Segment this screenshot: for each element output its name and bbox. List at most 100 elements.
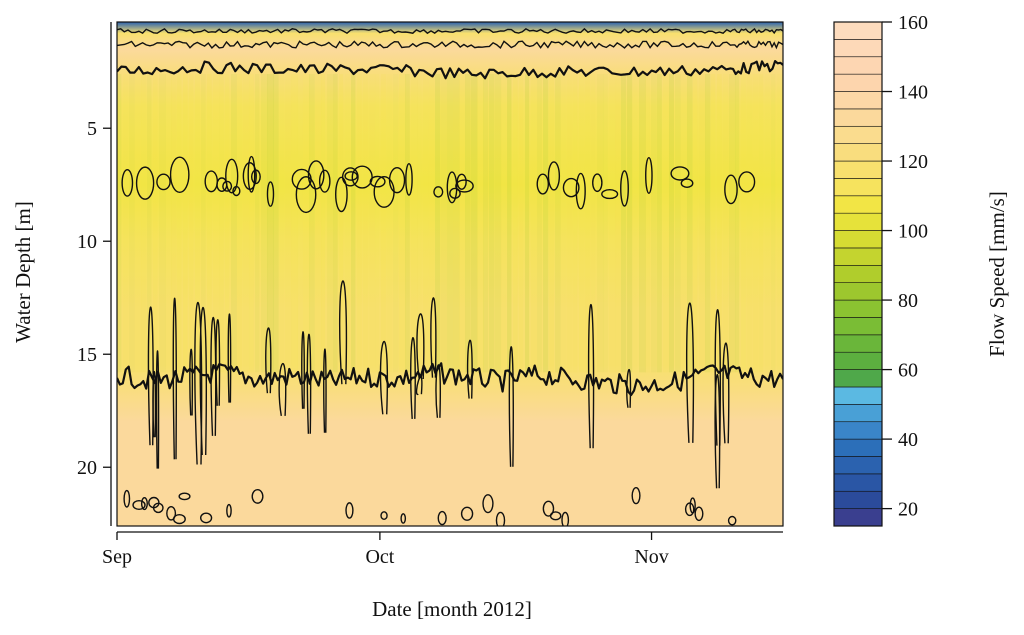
heatmap-stripe [303, 73, 310, 373]
contour-plume [194, 302, 203, 465]
contour-blob [335, 176, 348, 213]
contour-blob [247, 155, 256, 193]
contour-blob-bottom [140, 497, 148, 511]
colorbar-segment [833, 160, 883, 179]
heatmap-stripe [549, 73, 555, 373]
colorbar-segment [833, 56, 883, 75]
heatmap-stripe [393, 73, 399, 373]
colorbar-tick-label: 80 [898, 290, 918, 312]
heatmap-stripe [669, 73, 675, 373]
heatmap-stripe [441, 73, 447, 373]
contour-blob [455, 179, 474, 193]
heatmap-stripe [135, 73, 142, 373]
contour-blob [433, 186, 444, 198]
colorbar-tick-label: 140 [898, 82, 928, 104]
y-axis-title: Water Depth [m] [11, 201, 35, 343]
heatmap-stripe [447, 73, 454, 373]
heatmap-stripe [495, 73, 502, 373]
heatmap-stripe [651, 73, 657, 373]
heatmap-stripe [513, 73, 518, 373]
contour-upper [117, 60, 783, 80]
contour-blob [344, 171, 358, 181]
contour-blob [295, 176, 317, 214]
heatmap-stripe [123, 73, 129, 373]
colorbar-segment [833, 282, 883, 301]
heatmap-stripe [363, 73, 369, 373]
contour-blob-bottom [684, 502, 695, 517]
colorbar-tick-label: 120 [898, 151, 928, 173]
heatmap-stripe [189, 73, 194, 373]
contour-blob-bottom [251, 488, 264, 504]
heatmap-stripe [477, 73, 484, 373]
heatmap-stripe [489, 73, 495, 373]
colorbar-tick-label: 60 [898, 360, 918, 382]
y-tick-label: 20 [77, 457, 97, 479]
contour-plume [722, 342, 730, 444]
contour-blob [156, 173, 171, 191]
heatmap-stripe [381, 73, 387, 373]
heatmap-stripe [735, 73, 740, 373]
heatmap-stripe [645, 73, 650, 373]
heatmap-stripe [309, 73, 315, 373]
heatmap-stripe [117, 73, 122, 373]
heatmap-stripe [333, 73, 338, 373]
contour-blob-bottom [727, 515, 737, 526]
contour-blob-bottom [172, 513, 186, 525]
heatmap-stripe [573, 73, 578, 373]
heatmap-stripe [777, 73, 783, 373]
y-tick-label: 10 [77, 231, 97, 253]
heatmap-stripe [207, 73, 212, 373]
contour-blob [724, 174, 738, 205]
contour-plume [189, 348, 194, 416]
colorbar-segment [833, 490, 883, 509]
contour-plume [435, 364, 441, 418]
heatmap-stripe [315, 73, 322, 373]
contour-plume [215, 319, 221, 406]
contour-blob-bottom [495, 511, 506, 526]
heatmap-stripe [147, 73, 152, 373]
heatmap-stripe [537, 73, 542, 373]
x-tick-label: Sep [102, 546, 132, 568]
contour-blob-bottom [152, 502, 164, 514]
heatmap-stripe [633, 73, 638, 373]
colorbar-segment [833, 247, 883, 266]
contour-blob [204, 170, 219, 193]
heatmap-stripe [297, 73, 303, 373]
heatmap-stripe [681, 73, 688, 373]
heatmap-stripe [747, 73, 753, 373]
heatmap-stripe [525, 73, 530, 373]
heatmap-stripe [387, 73, 393, 373]
heatmap-stripe [327, 73, 334, 373]
heatmap-stripe [741, 73, 747, 373]
contour-lines [117, 27, 783, 526]
heatmap-stripe [621, 73, 627, 373]
heatmap-stripe [507, 73, 512, 373]
contour-plume [587, 303, 595, 449]
heatmap-stripe [531, 73, 537, 373]
heatmap-stripe [591, 73, 596, 373]
contour-blob-bottom [123, 489, 131, 508]
heatmap-stripe [435, 73, 441, 373]
contour-blob [351, 165, 373, 189]
heatmap-stripe [759, 73, 764, 373]
contour-blob [225, 158, 239, 194]
colorbar-segment [833, 143, 883, 162]
contour-blob-bottom [199, 512, 213, 524]
heatmap-stripe [249, 73, 254, 373]
contour-plume [416, 313, 425, 380]
contour-blob-bottom [437, 510, 447, 526]
heatmap-stripe [375, 73, 380, 373]
heatmap-stripe [243, 73, 250, 373]
contour-plume [323, 348, 327, 433]
contour-plume [685, 302, 695, 443]
x-tick-label: Oct [365, 546, 394, 568]
colorbar-segment [833, 456, 883, 475]
heatmap-stripe [225, 73, 230, 373]
y-axis: 5 10 15 20 [77, 22, 112, 526]
contour-blob [121, 169, 134, 197]
contour-blob [318, 169, 331, 193]
heatmap-stripe [183, 73, 188, 373]
heatmap-stripe [321, 73, 326, 373]
heatmap-stripe [555, 73, 561, 373]
heatmap-stripe [453, 73, 460, 373]
